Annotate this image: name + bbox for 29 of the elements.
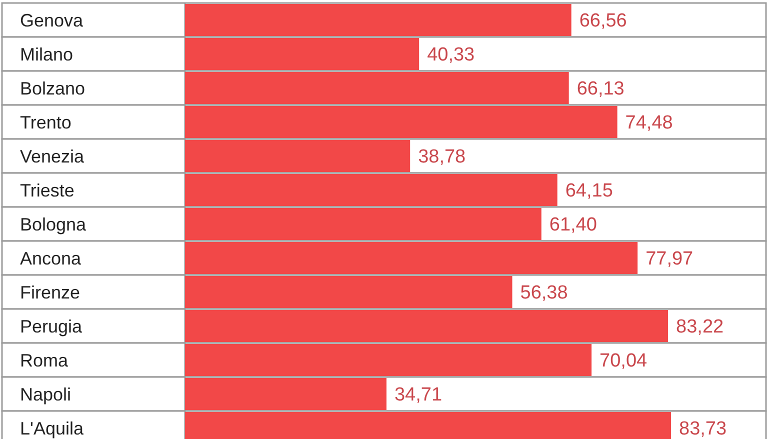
y-tick-label: Napoli <box>20 384 72 404</box>
y-tick-label: Trieste <box>20 180 74 200</box>
data-label: 40,33 <box>427 44 475 66</box>
y-tick-label: L'Aquila <box>20 418 84 438</box>
data-label: 70,04 <box>600 350 648 372</box>
y-tick-label: Bologna <box>20 214 88 234</box>
bar <box>185 140 410 172</box>
data-label: 34,71 <box>394 384 442 406</box>
y-tick-label: Roma <box>20 350 70 370</box>
data-label: 64,15 <box>565 180 613 202</box>
data-label: 38,78 <box>418 146 466 168</box>
data-label: 74,48 <box>625 112 673 134</box>
y-tick-label: Trento <box>20 112 72 132</box>
bar <box>185 38 420 70</box>
data-label: 83,22 <box>676 316 724 338</box>
data-label: 56,38 <box>520 282 568 304</box>
y-tick-label: Milano <box>20 44 74 64</box>
y-tick-label: Firenze <box>20 282 80 302</box>
y-tick-label: Perugia <box>20 316 84 336</box>
bar <box>185 378 386 410</box>
data-label: 61,40 <box>549 214 597 236</box>
y-tick-label: Venezia <box>20 146 86 166</box>
data-label: 66,56 <box>579 10 627 32</box>
data-label: 66,13 <box>576 78 624 100</box>
y-tick-label: Genova <box>20 10 84 30</box>
y-tick-label: Bolzano <box>20 78 86 98</box>
data-label: 83,73 <box>679 418 727 439</box>
y-tick-label: Ancona <box>20 248 82 268</box>
data-label: 77,97 <box>646 248 694 270</box>
